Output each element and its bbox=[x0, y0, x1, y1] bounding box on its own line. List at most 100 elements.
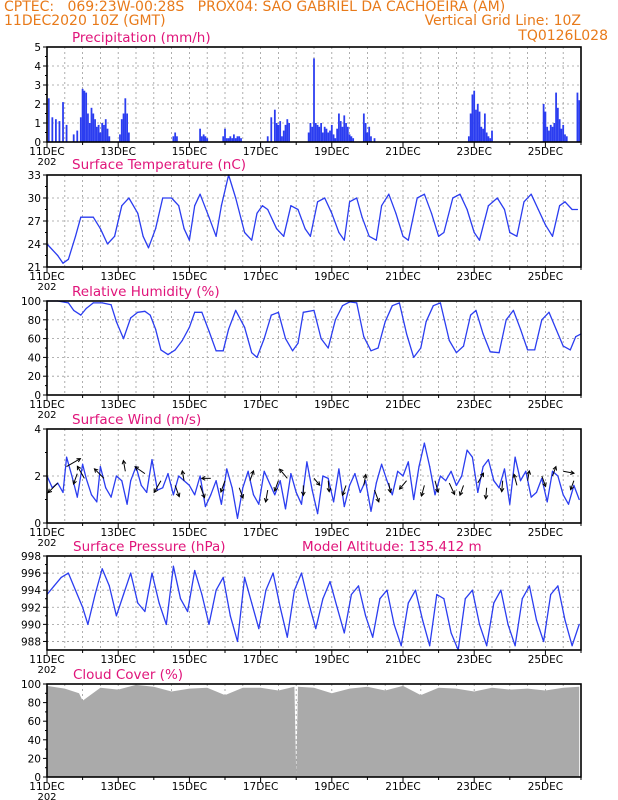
panel-1-precip-bar bbox=[352, 138, 355, 142]
panel-3-x-tick-label: 15DEC bbox=[172, 399, 207, 411]
panel-4-data-point bbox=[194, 494, 196, 496]
panel-3-y-tick-label: 80 bbox=[28, 315, 41, 327]
panel-2-data-point bbox=[290, 205, 292, 207]
panel-3-data-point bbox=[363, 336, 365, 338]
panel-5-y-tick-label: 996 bbox=[21, 568, 41, 580]
panel-4-wind-arrow-shaft bbox=[459, 485, 464, 496]
panel-4-wind-arrow-head bbox=[326, 487, 332, 493]
panel-1-precip-bar bbox=[480, 126, 483, 142]
panel-2-x-tick-label: 21DEC bbox=[385, 271, 420, 283]
panel-4-wind-arrow-shaft bbox=[181, 470, 185, 481]
panel-4-data-point bbox=[482, 466, 484, 468]
panel-1-precip-bar bbox=[483, 113, 486, 142]
panel-3-data-point bbox=[575, 336, 577, 338]
panel-1-precip-bar bbox=[172, 136, 175, 142]
panel-1-precip-bar bbox=[565, 136, 568, 142]
panel-4-data-point bbox=[105, 487, 107, 489]
panel-2-data-point bbox=[142, 235, 144, 237]
panel-1-title: Precipitation (mm/h) bbox=[72, 30, 211, 46]
panel-3-data-point bbox=[356, 302, 358, 304]
panel-1-precip-bar bbox=[281, 136, 283, 142]
panel-3-data-point bbox=[455, 352, 457, 354]
panel-4-data-point bbox=[557, 475, 559, 477]
panel-3-data-point bbox=[377, 347, 379, 349]
panel-2-data-point bbox=[92, 216, 94, 218]
panel-3-x-tick-label: 17DEC bbox=[243, 399, 278, 411]
panel-3-data-point bbox=[167, 353, 169, 356]
panel-5-data-point bbox=[243, 576, 246, 578]
panel-5-data-point bbox=[293, 589, 296, 591]
panel-4-wind-arrow-shaft bbox=[76, 465, 85, 479]
panel-5-y-tick-label: 990 bbox=[21, 619, 41, 631]
panel-4-data-point bbox=[439, 475, 441, 477]
panel-1-y-tick-label: 5 bbox=[34, 42, 41, 54]
panel-2-y-tick-label: 33 bbox=[28, 170, 41, 182]
panel-3-data-point bbox=[270, 314, 272, 316]
panel-3-data-point bbox=[475, 309, 477, 311]
panel-5-data-point bbox=[464, 598, 466, 600]
panel-1-precip-bar bbox=[204, 136, 207, 142]
panel-6-y-tick-label: 40 bbox=[28, 735, 41, 747]
panel-6-y-tick-label: 80 bbox=[28, 698, 41, 710]
panel-5-x-tick-label: 13DEC bbox=[100, 654, 135, 666]
panel-1-x-tick-label: 13DEC bbox=[100, 146, 135, 158]
panel-1-precip-bar bbox=[87, 113, 89, 142]
panel-2-data-point bbox=[99, 228, 101, 230]
panel-4-data-point bbox=[381, 463, 383, 465]
panel-4-wind-arrow-head bbox=[512, 473, 518, 479]
panel-5-data-point bbox=[251, 602, 253, 604]
panel-1-precip-bar bbox=[548, 130, 550, 142]
panel-4-wind-arrow-head bbox=[479, 472, 485, 478]
panel-4-data-point bbox=[466, 449, 468, 451]
panel-5-data-point bbox=[229, 615, 231, 617]
panel-1-precip-bar bbox=[286, 119, 289, 142]
panel-4-data-point bbox=[509, 503, 511, 505]
panel-5-data-point bbox=[443, 598, 445, 600]
panel-5-data-point bbox=[336, 606, 338, 608]
panel-3-data-point bbox=[398, 302, 401, 304]
panel-3-data-point bbox=[482, 333, 484, 335]
panel-1-x-tick-label: 15DEC bbox=[172, 146, 207, 158]
panel-4-data-point bbox=[85, 477, 87, 479]
panel-4-data-point bbox=[519, 480, 522, 482]
panel-2-data-point bbox=[487, 205, 490, 207]
panel-1-precip-bar bbox=[90, 107, 93, 142]
panel-2-data-point bbox=[338, 231, 340, 234]
panel-2-data-point bbox=[551, 235, 554, 237]
panel-1-precip-bar bbox=[120, 119, 123, 142]
panel-1-precip-bar bbox=[345, 123, 347, 142]
panel-4-wind-arrow-shaft bbox=[541, 475, 547, 487]
panel-2-data-point bbox=[438, 235, 440, 237]
panel-4-data-point bbox=[306, 461, 308, 463]
panel-4-data-point bbox=[279, 480, 281, 482]
panel-4-wind-arrow-shaft bbox=[94, 468, 105, 479]
panel-4-wind-arrow-shaft bbox=[274, 480, 279, 492]
panel-3-data-point bbox=[227, 328, 230, 330]
panel-4-data-point bbox=[487, 458, 490, 461]
panel-5-data-point bbox=[550, 593, 552, 596]
panel-3-data-point bbox=[313, 309, 315, 311]
panel-4-data-point bbox=[493, 480, 495, 482]
panel-1-precip-bar bbox=[231, 138, 234, 142]
panel-2-data-point bbox=[235, 197, 237, 199]
panel-5-series-line bbox=[46, 565, 580, 651]
panel-1-precip-bar bbox=[279, 121, 282, 142]
panel-3-data-point bbox=[512, 309, 514, 311]
panel-2-y-tick-label: 21 bbox=[28, 262, 41, 274]
panel-1-precip-bar bbox=[88, 123, 91, 142]
panel-2-data-point bbox=[62, 262, 64, 264]
panel-5-data-point bbox=[357, 585, 360, 587]
panel-6-x-tick-label: 13DEC bbox=[100, 781, 135, 793]
panel-4-wind-arrow-head bbox=[375, 497, 380, 503]
panel-1-precip-bar bbox=[227, 138, 230, 142]
panel-1-precip-bar bbox=[229, 136, 232, 142]
panel-4-data-point bbox=[316, 513, 319, 515]
panel-3-data-point bbox=[154, 328, 157, 330]
panel-3-data-point bbox=[370, 350, 372, 352]
panel-5-data-point bbox=[158, 602, 160, 604]
panel-6-cloud-area bbox=[47, 684, 580, 777]
panel-4-wind-arrow-shaft bbox=[220, 480, 226, 493]
panel-1-precip-bar bbox=[467, 136, 470, 142]
panel-4-wind-arrow-shaft bbox=[388, 482, 391, 493]
